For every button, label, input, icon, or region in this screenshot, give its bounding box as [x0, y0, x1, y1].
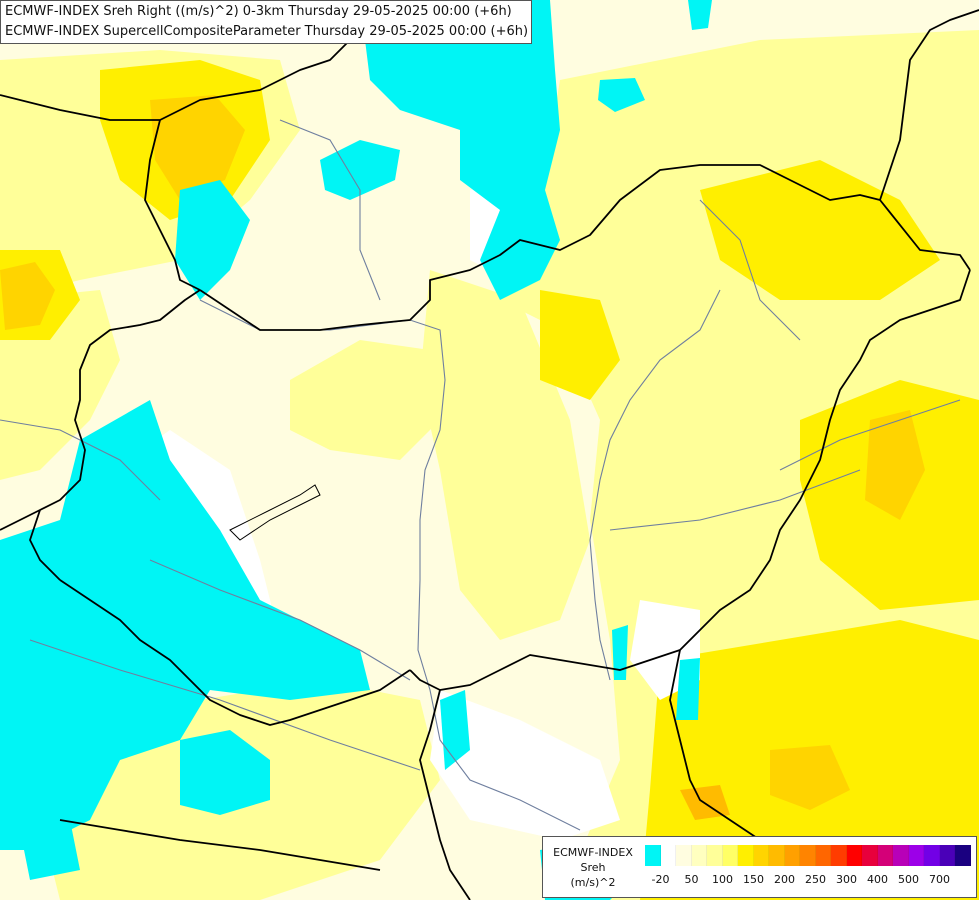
lake-balaton [229, 484, 321, 541]
legend: ECMWF-INDEX Sreh (m/s)^2 -20 50 100 150 200 2… [542, 836, 977, 898]
legend-color-bar [645, 845, 971, 866]
border-north [0, 39, 351, 121]
field-white-south [430, 690, 620, 840]
legend-tick-label: 500 [898, 873, 919, 886]
legend-swatch [722, 845, 738, 866]
legend-tick-label: 100 [712, 873, 733, 886]
legend-title-line2: Sreh [580, 861, 606, 874]
legend-swatch [691, 845, 707, 866]
legend-swatch [815, 845, 831, 866]
field-cyan-bottom [20, 820, 80, 880]
rivers [0, 119, 961, 831]
legend-swatch [645, 845, 661, 866]
field-yellow-center [420, 270, 590, 640]
legend-swatch [800, 845, 816, 866]
legend-swatch [939, 845, 955, 866]
river-northeast [699, 199, 801, 341]
river-danube [199, 299, 581, 831]
field-cyan-north-blob [320, 140, 400, 200]
field-cyan-se-blob [676, 658, 700, 720]
borders [0, 9, 979, 900]
river-tisza [589, 289, 721, 681]
field-orange-west [0, 262, 55, 330]
legend-tick-label: 400 [867, 873, 888, 886]
river-east [779, 399, 961, 471]
border-hungary-serbia [409, 649, 681, 691]
field-cyan-west [0, 400, 370, 850]
river-drava [149, 559, 411, 681]
field-yellow-west-band [290, 340, 440, 460]
legend-swatch [924, 845, 940, 866]
border-serbia-romania [669, 649, 761, 841]
field-orange-east-spot [865, 410, 925, 520]
border-ukraine-north [879, 9, 979, 201]
legend-swatch [846, 845, 862, 866]
border-romania-hungary [679, 269, 971, 651]
legend-swatch [753, 845, 769, 866]
legend-swatch [707, 845, 723, 866]
field-gold-center [540, 290, 620, 400]
field-cyan-ne-top [688, 0, 712, 30]
border-slovakia-hungary [199, 164, 971, 331]
river-west [0, 419, 161, 501]
legend-title: ECMWF-INDEX Sreh (m/s)^2 [547, 845, 639, 890]
border-czech-slovakia [144, 119, 201, 291]
river-north [279, 119, 381, 301]
legend-swatch [908, 845, 924, 866]
title-line-sreh: ECMWF-INDEX Sreh Right ((m/s)^2) 0-3km T… [5, 4, 512, 19]
field-orange-north [150, 95, 245, 200]
field-cyan-sw-blob [180, 730, 270, 815]
legend-swatch [831, 845, 847, 866]
legend-swatch [862, 845, 878, 866]
border-hungary-croatia [59, 579, 411, 726]
legend-swatch [877, 845, 893, 866]
border-slovenia [29, 509, 61, 581]
legend-swatch [738, 845, 754, 866]
legend-tick-label: 50 [684, 873, 699, 886]
field-cyan-se-strip [612, 625, 628, 680]
legend-tick-label: 700 [929, 873, 950, 886]
legend-swatch [660, 845, 676, 866]
border-south [419, 689, 471, 900]
legend-ticks: -20 50 100 150 200 250 300 400 500 700 [645, 873, 965, 889]
field-gold-northeast [700, 160, 940, 300]
legend-tick-label: 200 [774, 873, 795, 886]
legend-title-line3: (m/s)^2 [570, 876, 616, 889]
legend-tick-label: -20 [651, 873, 670, 886]
river-sava [29, 639, 421, 771]
legend-tick-label: 250 [805, 873, 826, 886]
field-cyan-nw-blob [175, 180, 250, 300]
legend-tick-label: 150 [743, 873, 764, 886]
legend-swatch [893, 845, 909, 866]
field-cyan-ne-blob [598, 78, 645, 112]
title-box: ECMWF-INDEX Sreh Right ((m/s)^2) 0-3km T… [0, 0, 532, 44]
title-line-scp: ECMWF-INDEX SupercellCompositeParameter … [5, 24, 529, 39]
legend-title-line1: ECMWF-INDEX [553, 846, 633, 859]
legend-swatch [784, 845, 800, 866]
river-mures [609, 469, 861, 531]
legend-tick-label: 300 [836, 873, 857, 886]
legend-swatch [676, 845, 692, 866]
legend-swatch [769, 845, 785, 866]
border-austria-hungary [0, 289, 201, 531]
legend-swatch [955, 845, 971, 866]
field-orange-southeast [770, 745, 850, 810]
border-bosnia [59, 819, 381, 871]
field-cyan-north [360, 0, 560, 300]
